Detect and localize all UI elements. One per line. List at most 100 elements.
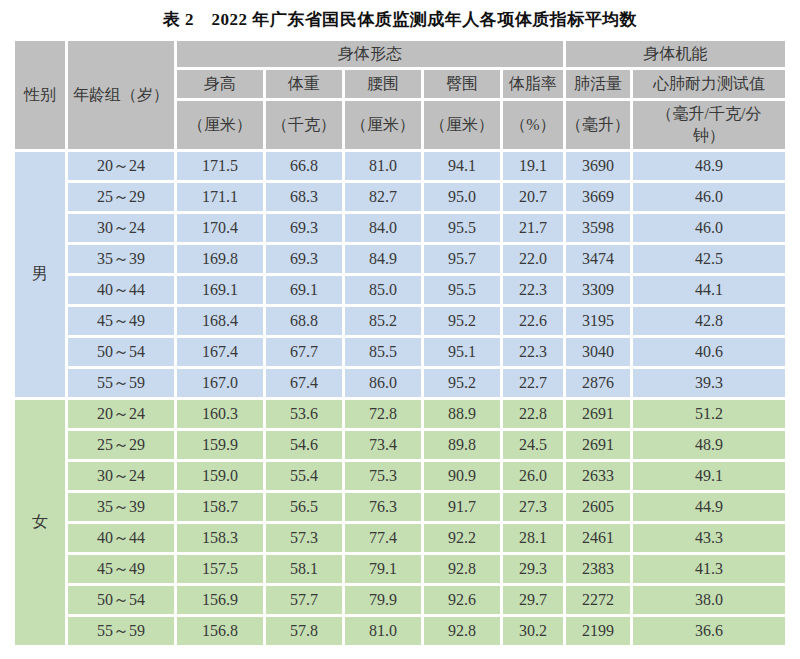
value-cell: 85.2 bbox=[345, 307, 421, 335]
value-cell: 85.5 bbox=[345, 338, 421, 366]
age-group-cell: 30～24 bbox=[68, 214, 174, 242]
group-header-body-function: 身体机能 bbox=[566, 41, 785, 67]
unit-height: （厘米） bbox=[177, 101, 263, 149]
value-cell: 2461 bbox=[566, 524, 630, 552]
value-cell: 81.0 bbox=[345, 617, 421, 645]
value-cell: 159.9 bbox=[177, 431, 263, 459]
value-cell: 39.3 bbox=[633, 369, 785, 397]
value-cell: 68.3 bbox=[266, 183, 342, 211]
col-header-hip: 臀围 bbox=[424, 70, 500, 98]
age-group-cell: 35～39 bbox=[68, 493, 174, 521]
value-cell: 81.0 bbox=[345, 152, 421, 180]
value-cell: 28.1 bbox=[503, 524, 563, 552]
col-header-waist: 腰围 bbox=[345, 70, 421, 98]
value-cell: 57.8 bbox=[266, 617, 342, 645]
value-cell: 38.0 bbox=[633, 586, 785, 614]
value-cell: 22.7 bbox=[503, 369, 563, 397]
value-cell: 75.3 bbox=[345, 462, 421, 490]
value-cell: 95.1 bbox=[424, 338, 500, 366]
value-cell: 55.4 bbox=[266, 462, 342, 490]
age-group-cell: 20～24 bbox=[68, 400, 174, 428]
age-group-cell: 35～39 bbox=[68, 245, 174, 273]
age-group-cell: 45～49 bbox=[68, 555, 174, 583]
unit-waist: （厘米） bbox=[345, 101, 421, 149]
value-cell: 171.5 bbox=[177, 152, 263, 180]
value-cell: 68.8 bbox=[266, 307, 342, 335]
value-cell: 2691 bbox=[566, 431, 630, 459]
value-cell: 46.0 bbox=[633, 214, 785, 242]
value-cell: 95.0 bbox=[424, 183, 500, 211]
value-cell: 156.9 bbox=[177, 586, 263, 614]
col-header-vital-capacity: 肺活量 bbox=[566, 70, 630, 98]
value-cell: 36.6 bbox=[633, 617, 785, 645]
gender-cell: 男 bbox=[15, 152, 65, 397]
table-row: 女20～24160.353.672.888.922.8269151.2 bbox=[15, 400, 785, 428]
col-header-height: 身高 bbox=[177, 70, 263, 98]
value-cell: 42.5 bbox=[633, 245, 785, 273]
value-cell: 24.5 bbox=[503, 431, 563, 459]
value-cell: 57.7 bbox=[266, 586, 342, 614]
table-row: 45～49168.468.885.295.222.6319542.8 bbox=[15, 307, 785, 335]
value-cell: 95.2 bbox=[424, 369, 500, 397]
table-row: 男20～24171.566.881.094.119.1369048.9 bbox=[15, 152, 785, 180]
value-cell: 49.1 bbox=[633, 462, 785, 490]
value-cell: 171.1 bbox=[177, 183, 263, 211]
value-cell: 19.1 bbox=[503, 152, 563, 180]
value-cell: 90.9 bbox=[424, 462, 500, 490]
value-cell: 169.8 bbox=[177, 245, 263, 273]
value-cell: 22.0 bbox=[503, 245, 563, 273]
value-cell: 95.7 bbox=[424, 245, 500, 273]
value-cell: 157.5 bbox=[177, 555, 263, 583]
age-group-cell: 20～24 bbox=[68, 152, 174, 180]
value-cell: 170.4 bbox=[177, 214, 263, 242]
table-row: 40～44169.169.185.095.522.3330944.1 bbox=[15, 276, 785, 304]
value-cell: 3195 bbox=[566, 307, 630, 335]
value-cell: 2199 bbox=[566, 617, 630, 645]
table-caption: 表 2 2022 年广东省国民体质监测成年人各项体质指标平均数 bbox=[0, 0, 800, 31]
group-header-body-morphology: 身体形态 bbox=[177, 41, 563, 67]
value-cell: 41.3 bbox=[633, 555, 785, 583]
table-row: 35～39158.756.576.391.727.3260544.9 bbox=[15, 493, 785, 521]
value-cell: 44.1 bbox=[633, 276, 785, 304]
value-cell: 77.4 bbox=[345, 524, 421, 552]
value-cell: 2876 bbox=[566, 369, 630, 397]
value-cell: 91.7 bbox=[424, 493, 500, 521]
value-cell: 48.9 bbox=[633, 431, 785, 459]
value-cell: 43.3 bbox=[633, 524, 785, 552]
gender-cell: 女 bbox=[15, 400, 65, 645]
value-cell: 2691 bbox=[566, 400, 630, 428]
table-row: 55～59167.067.486.095.222.7287639.3 bbox=[15, 369, 785, 397]
value-cell: 79.1 bbox=[345, 555, 421, 583]
value-cell: 94.1 bbox=[424, 152, 500, 180]
value-cell: 20.7 bbox=[503, 183, 563, 211]
value-cell: 44.9 bbox=[633, 493, 785, 521]
value-cell: 22.8 bbox=[503, 400, 563, 428]
value-cell: 160.3 bbox=[177, 400, 263, 428]
value-cell: 26.0 bbox=[503, 462, 563, 490]
value-cell: 167.4 bbox=[177, 338, 263, 366]
col-header-age-group: 年龄组（岁） bbox=[68, 41, 174, 149]
age-group-cell: 50～54 bbox=[68, 338, 174, 366]
age-group-cell: 45～49 bbox=[68, 307, 174, 335]
table-row: 35～39169.869.384.995.722.0347442.5 bbox=[15, 245, 785, 273]
table-row: 50～54156.957.779.992.629.7227238.0 bbox=[15, 586, 785, 614]
table-row: 50～54167.467.785.595.122.3304040.6 bbox=[15, 338, 785, 366]
table-row: 25～29171.168.382.795.020.7366946.0 bbox=[15, 183, 785, 211]
value-cell: 42.8 bbox=[633, 307, 785, 335]
table-row: 40～44158.357.377.492.228.1246143.3 bbox=[15, 524, 785, 552]
table-row: 55～59156.857.881.092.830.2219936.6 bbox=[15, 617, 785, 645]
value-cell: 84.9 bbox=[345, 245, 421, 273]
document-page: 表 2 2022 年广东省国民体质监测成年人各项体质指标平均数 性别 年龄组（岁… bbox=[0, 0, 800, 659]
value-cell: 156.8 bbox=[177, 617, 263, 645]
value-cell: 22.3 bbox=[503, 338, 563, 366]
value-cell: 158.7 bbox=[177, 493, 263, 521]
value-cell: 82.7 bbox=[345, 183, 421, 211]
unit-hip: （厘米） bbox=[424, 101, 500, 149]
value-cell: 79.9 bbox=[345, 586, 421, 614]
value-cell: 67.7 bbox=[266, 338, 342, 366]
table-body: 男20～24171.566.881.094.119.1369048.9 25～29… bbox=[15, 152, 785, 645]
unit-weight: （千克） bbox=[266, 101, 342, 149]
table-row: 25～29159.954.673.489.824.5269148.9 bbox=[15, 431, 785, 459]
col-header-cardio-test: 心肺耐力测试值 bbox=[633, 70, 785, 98]
value-cell: 29.7 bbox=[503, 586, 563, 614]
